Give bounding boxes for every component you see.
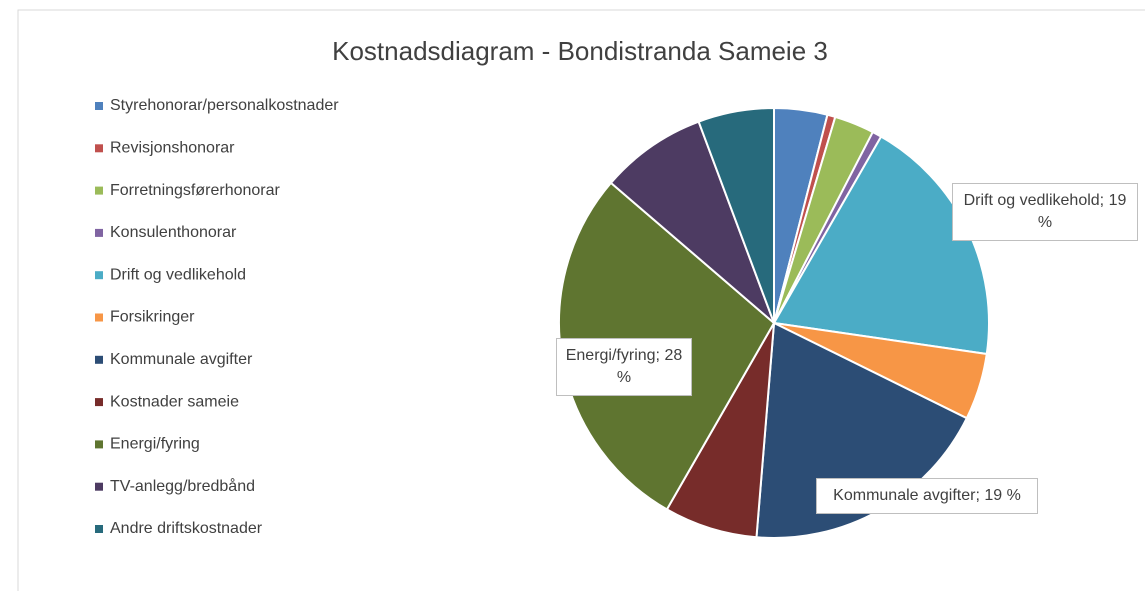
legend-swatch — [95, 313, 103, 322]
data-label: Drift og vedlikehold; 19 % — [952, 183, 1138, 241]
legend-label: Forsikringer — [110, 309, 195, 326]
legend-label: Energi/fyring — [110, 436, 200, 453]
legend-label: Kostnader sameie — [110, 393, 239, 410]
legend-swatch — [95, 102, 103, 110]
legend-label: Revisjonshonorar — [110, 140, 235, 157]
legend-label: Kommunale avgifter — [110, 351, 253, 368]
chart-title: Kostnadsdiagram - Bondistranda Sameie 3 — [332, 36, 828, 66]
legend-swatch — [95, 228, 103, 237]
legend-label: Konsulenthonorar — [110, 224, 237, 241]
legend-swatch — [95, 482, 103, 491]
legend-label: Forretningsførerhonorar — [110, 182, 281, 199]
legend-swatch — [95, 186, 103, 195]
data-label: Energi/fyring; 28 % — [556, 338, 692, 396]
legend-label: Styrehonorar/personalkostnader — [110, 97, 339, 114]
legend-label: Andre driftskostnader — [110, 520, 263, 537]
data-label: Kommunale avgifter; 19 % — [816, 478, 1038, 514]
legend-swatch — [95, 144, 103, 153]
legend-swatch — [95, 271, 103, 280]
chart-frame — [17, 9, 1145, 591]
pie-slice — [609, 120, 775, 324]
pie-slice — [697, 106, 775, 324]
legend-swatch — [95, 525, 103, 533]
legend-label: Drift og vedlikehold — [110, 266, 246, 283]
legend-swatch — [95, 440, 103, 449]
legend-swatch — [95, 355, 103, 364]
legend-swatch — [95, 398, 103, 407]
legend-label: TV-anlegg/bredbånd — [110, 477, 255, 495]
